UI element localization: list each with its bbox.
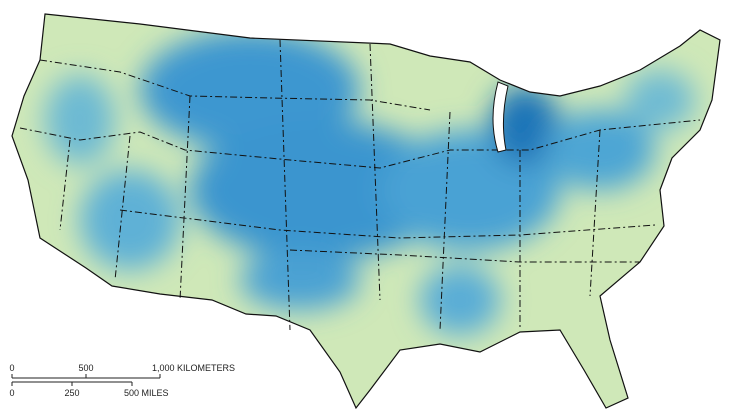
state-line [39,59,431,111]
region [420,265,500,335]
mile-unit-label: 500 MILES [124,388,169,398]
state-line [119,209,656,239]
km-unit-label: 1,000 KILOMETERS [152,363,235,373]
mile-label: 250 [64,388,79,398]
state-boundaries [19,39,701,331]
state-line [19,119,701,169]
region [140,30,360,150]
region [490,85,560,165]
km-label: 500 [78,363,93,373]
mile-label: 0 [9,388,14,398]
state-line [289,249,640,263]
region [45,75,115,165]
km-label: 0 [9,363,14,373]
scale-bar: 0 500 1,000 KILOMETERS 0 250 500 MILES [9,363,235,398]
region [240,250,360,310]
region [80,170,180,270]
region [190,120,450,260]
blue-regions [45,30,695,335]
country-outline [11,13,721,410]
lake-michigan [492,81,509,153]
region [545,110,655,190]
state-line [59,39,601,331]
region [625,70,695,130]
